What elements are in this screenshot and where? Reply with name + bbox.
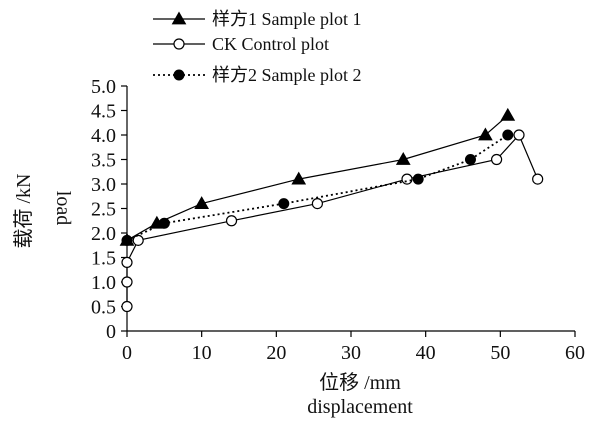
legend-label-sample-plot-2: 样方2 Sample plot 2 (212, 65, 362, 85)
data-point-control-plot (225, 215, 238, 227)
legend-entry-sample-plot-2: 样方2 Sample plot 2 (153, 65, 362, 85)
data-point-control-plot (121, 300, 133, 313)
x-tick-label: 40 (416, 342, 436, 364)
legend-label-control-plot: CK Control plot (212, 34, 329, 54)
x-tick-label: 10 (192, 342, 212, 364)
legend-entry-sample-plot-1: 样方1 Sample plot 1 (153, 9, 362, 29)
y-tick-label: 0.5 (91, 297, 116, 319)
x-tick-label: 30 (341, 342, 361, 364)
series-sample-plot-2 (121, 129, 514, 246)
y-tick-label: 2.0 (91, 223, 116, 245)
series-line-sample-plot-2 (126, 134, 509, 242)
y-tick-label: 3.0 (91, 174, 116, 196)
data-point-sample-plot-2 (121, 234, 133, 246)
data-point-control-plot (121, 256, 133, 268)
data-point-control-plot (311, 198, 323, 210)
legend-marker-sample-plot-1 (171, 11, 187, 25)
x-tick-label: 0 (122, 342, 132, 364)
data-point-control-plot (132, 234, 144, 246)
y-axis-title: 载荷 /kN (12, 174, 35, 249)
legend: 样方1 Sample plot 1 CK Control plot 样方2 Samp… (153, 9, 362, 85)
data-point-control-plot (532, 173, 544, 185)
data-point-sample-plot-2 (158, 217, 170, 229)
legend-marker-sample-plot-2 (173, 69, 185, 81)
series-line-control-plot (126, 133, 539, 307)
data-point-sample-plot-2 (412, 173, 424, 185)
y-axis-subtitle: load (52, 191, 74, 225)
y-tick-label: 0 (106, 321, 116, 343)
data-point-sample-plot-1 (395, 151, 411, 165)
x-tick-label: 20 (266, 342, 286, 364)
data-point-control-plot (401, 173, 413, 185)
series-layer (119, 107, 544, 313)
axes: 0 10 20 30 40 50 6000.51.01.52.02.53.03.54.04.… (91, 76, 585, 364)
series-line-sample-plot-1 (126, 114, 509, 241)
y-tick-label: 3.5 (91, 150, 116, 172)
series-control-plot (121, 129, 544, 313)
y-tick-label: 5.0 (91, 76, 116, 98)
data-point-control-plot (121, 276, 133, 288)
y-tick-label: 4.5 (91, 101, 116, 123)
data-point-control-plot (513, 129, 525, 141)
legend-marker-control-plot (173, 38, 185, 50)
x-tick-label: 50 (490, 342, 510, 364)
data-point-sample-plot-1 (478, 127, 493, 141)
data-point-control-plot (491, 153, 503, 166)
y-tick-label: 2.5 (91, 199, 116, 221)
data-point-sample-plot-1 (500, 107, 516, 121)
data-point-sample-plot-2 (278, 198, 290, 210)
y-tick-label: 1.0 (91, 272, 116, 294)
x-axis-title: 位移 /mm (319, 371, 401, 394)
series-sample-plot-1 (119, 107, 516, 246)
data-point-sample-plot-2 (502, 129, 514, 141)
data-point-sample-plot-1 (194, 196, 210, 209)
y-tick-label: 4.0 (91, 125, 116, 147)
y-tick-label: 1.5 (91, 248, 116, 270)
x-tick-label: 60 (565, 342, 585, 364)
data-point-sample-plot-2 (464, 154, 476, 165)
x-axis-subtitle: displacement (307, 396, 413, 418)
data-point-sample-plot-1 (291, 171, 307, 185)
legend-label-sample-plot-1: 样方1 Sample plot 1 (212, 9, 362, 29)
legend-entry-control-plot: CK Control plot (153, 34, 329, 54)
